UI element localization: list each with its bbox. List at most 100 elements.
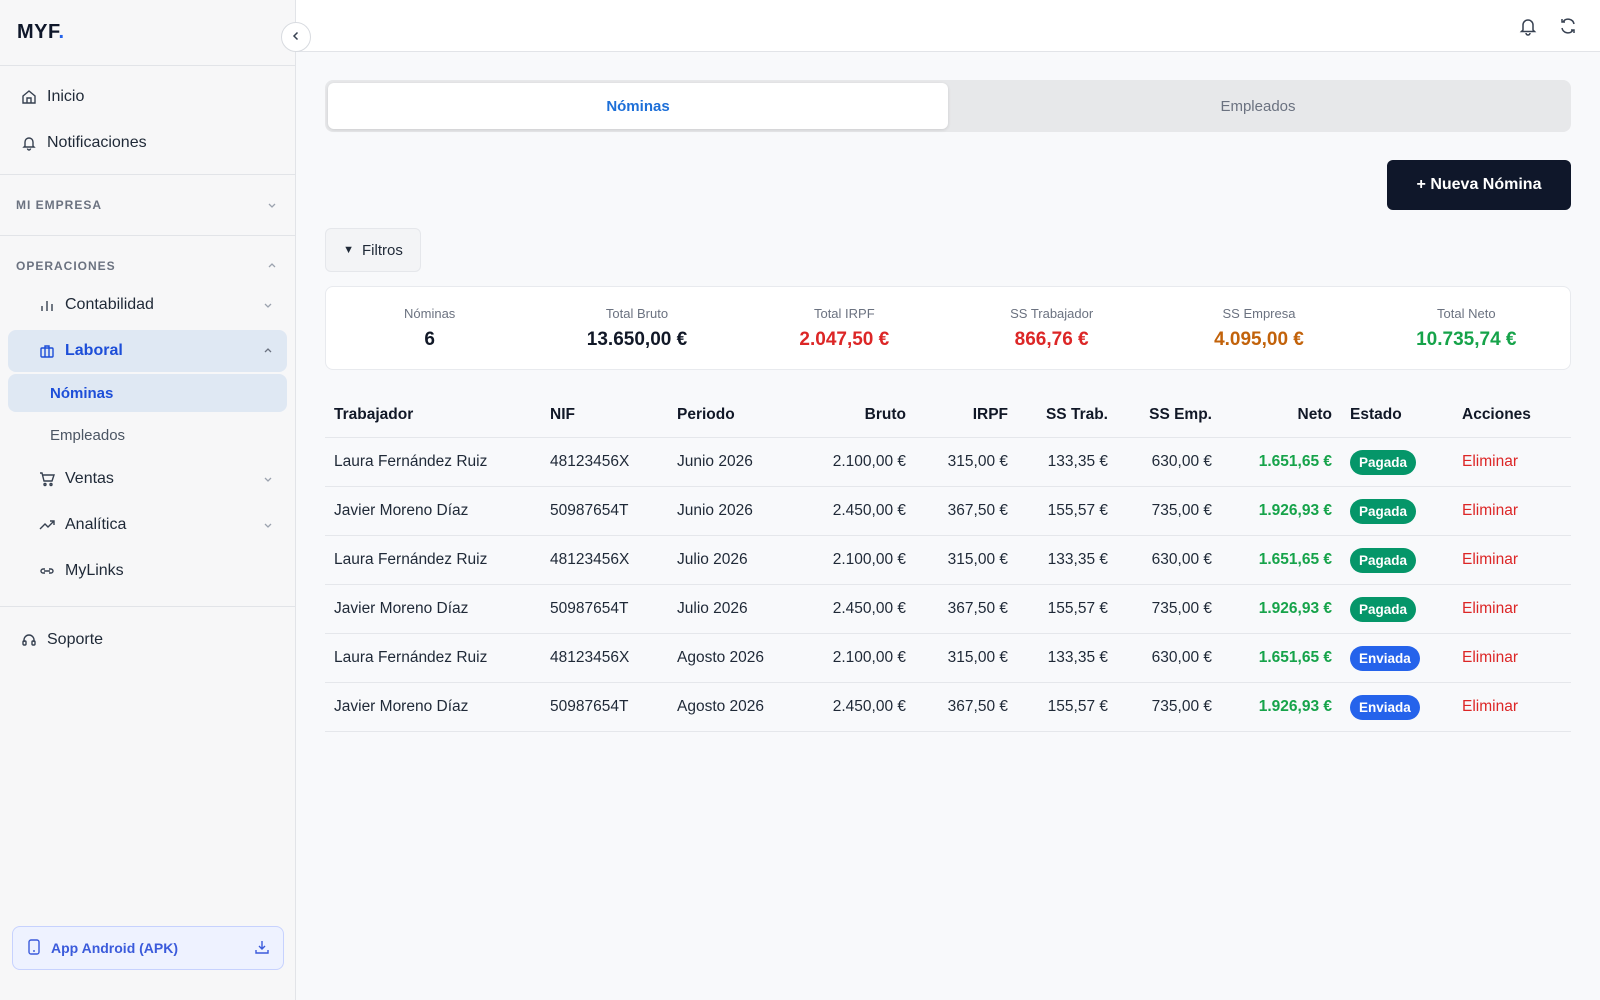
tab-nominas[interactable]: Nóminas [328,83,948,129]
table-row[interactable]: Laura Fernández Ruiz 48123456X Junio 2026 2… [325,438,1571,487]
cell-ss-emp: 735,00 € [1151,600,1212,617]
cell-ss-emp: 630,00 € [1151,649,1212,666]
summary-card: Nóminas 6 Total Bruto 13.650,00 € Total IRPF… [325,286,1571,370]
table-row[interactable]: Javier Moreno Díaz 50987654T Junio 2026 2.4… [325,487,1571,536]
delete-link[interactable]: Eliminar [1462,502,1518,519]
cell-neto: 1.926,93 € [1258,502,1332,519]
summary-cell: Total IRPF 2.047,50 € [741,287,948,369]
status-badge: Pagada [1350,498,1417,524]
chevron-down-icon [263,474,273,484]
cell-irpf: 367,50 € [947,698,1008,715]
summary-cell: SS Trabajador 866,76 € [948,287,1155,369]
delete-link[interactable]: Eliminar [1462,600,1518,617]
cell-bruto: 2.450,00 € [832,698,906,715]
section-operaciones[interactable]: OPERACIONES [0,236,295,296]
android-apk-button[interactable]: App Android (APK) [12,926,284,970]
sidebar-item-soporte[interactable]: Soporte [0,617,295,663]
cell-periodo: Junio 2026 [677,453,753,470]
sidebar-item-notificaciones[interactable]: Notificaciones [0,120,295,166]
column-header: Periodo [677,405,735,423]
cell-trabajador: Laura Fernández Ruiz [334,551,488,568]
delete-link[interactable]: Eliminar [1462,453,1518,470]
sidebar-item-mylinks[interactable]: MyLinks [0,548,295,594]
cell-estado: Pagada [1341,596,1453,622]
cell-bruto: 2.450,00 € [832,502,906,519]
cell-irpf: 315,00 € [947,551,1008,568]
support-nav: Soporte [0,607,295,673]
cell-ss-emp: 630,00 € [1151,551,1212,568]
sidebar: MYF. Inicio Notificaciones MI EMPRESA OP… [0,0,296,1000]
cell-acciones: Eliminar [1453,453,1563,471]
cell-acciones: Eliminar [1453,649,1563,667]
nominas-table: Trabajador NIF Periodo Bruto IRPF SS Trab. SS … [325,392,1571,732]
delete-link[interactable]: Eliminar [1462,551,1518,568]
sidebar-item-empleados[interactable]: Empleados [50,426,126,444]
chevron-left-icon [291,28,301,46]
cell-ss-trab: 133,35 € [1047,649,1108,666]
notifications-bell-icon[interactable] [1516,14,1540,38]
cell-nif: 48123456X [550,453,630,470]
top-nav: Inicio Notificaciones [0,66,295,175]
summary-value: 6 [424,328,435,350]
operaciones-section: OPERACIONES Contabilidad Laboral Nóminas… [0,236,295,607]
tab-empleados[interactable]: Empleados [1220,97,1296,115]
cell-nif: 50987654T [550,698,629,715]
cell-neto: 1.651,65 € [1258,649,1332,666]
section-mi-empresa[interactable]: MI EMPRESA [0,175,295,235]
table-row[interactable]: Javier Moreno Díaz 50987654T Agosto 2026 2.… [325,683,1571,732]
bar-chart-icon [38,296,56,314]
filters-button[interactable]: ▼ Filtros [325,228,421,272]
sidebar-item-contabilidad[interactable]: Contabilidad [0,282,295,328]
cell-neto: 1.651,65 € [1258,551,1332,568]
sidebar-item-nominas[interactable]: Nóminas [8,374,287,412]
cell-periodo: Julio 2026 [677,600,748,617]
column-header: NIF [550,405,575,423]
chevron-up-icon [267,261,277,271]
link-icon [38,562,56,580]
delete-link[interactable]: Eliminar [1462,698,1518,715]
column-header: Acciones [1462,405,1531,423]
cell-irpf: 367,50 € [947,502,1008,519]
cell-acciones: Eliminar [1453,551,1563,569]
cell-ss-trab: 133,35 € [1047,453,1108,470]
cell-ss-emp: 735,00 € [1151,698,1212,715]
cell-bruto: 2.100,00 € [832,649,906,666]
cell-neto: 1.651,65 € [1258,453,1332,470]
refresh-icon[interactable] [1556,14,1580,38]
chevron-up-icon [263,346,273,356]
summary-label: SS Trabajador [1010,305,1094,321]
delete-link[interactable]: Eliminar [1462,649,1518,666]
smartphone-icon [27,938,41,958]
download-icon [255,940,269,957]
cell-ss-trab: 133,35 € [1047,551,1108,568]
table-row[interactable]: Laura Fernández Ruiz 48123456X Agosto 2026… [325,634,1571,683]
sidebar-item-ventas[interactable]: Ventas [0,456,295,502]
mi-empresa-section: MI EMPRESA [0,175,295,236]
column-header: IRPF [972,405,1008,423]
logo-row: MYF. [0,0,295,66]
cell-ss-emp: 630,00 € [1151,453,1212,470]
triangle-down-icon: ▼ [343,244,355,256]
sidebar-item-laboral[interactable]: Laboral [8,330,287,372]
summary-label: SS Empresa [1222,305,1296,321]
logo[interactable]: MYF. [17,21,65,43]
cell-neto: 1.926,93 € [1258,600,1332,617]
cell-estado: Enviada [1341,694,1453,720]
column-header: SS Emp. [1149,405,1212,423]
collapse-sidebar-button[interactable] [281,22,311,52]
new-nomina-button[interactable]: + Nueva Nómina [1387,160,1571,210]
summary-cell: Total Bruto 13.650,00 € [533,287,740,369]
sidebar-item-inicio[interactable]: Inicio [0,74,295,120]
table-header-row: Trabajador NIF Periodo Bruto IRPF SS Trab. SS … [325,392,1571,438]
table-row[interactable]: Javier Moreno Díaz 50987654T Julio 2026 2.4… [325,585,1571,634]
summary-cell: Nóminas 6 [326,287,533,369]
sidebar-item-analitica[interactable]: Analítica [0,502,295,548]
cell-estado: Pagada [1341,498,1453,524]
status-badge: Enviada [1350,645,1420,671]
table-row[interactable]: Laura Fernández Ruiz 48123456X Julio 2026 2… [325,536,1571,585]
cell-irpf: 315,00 € [947,453,1008,470]
cell-estado: Enviada [1341,645,1453,671]
cell-neto: 1.926,93 € [1258,698,1332,715]
trending-up-icon [38,516,56,534]
tabs: Nóminas Empleados [325,80,1571,132]
